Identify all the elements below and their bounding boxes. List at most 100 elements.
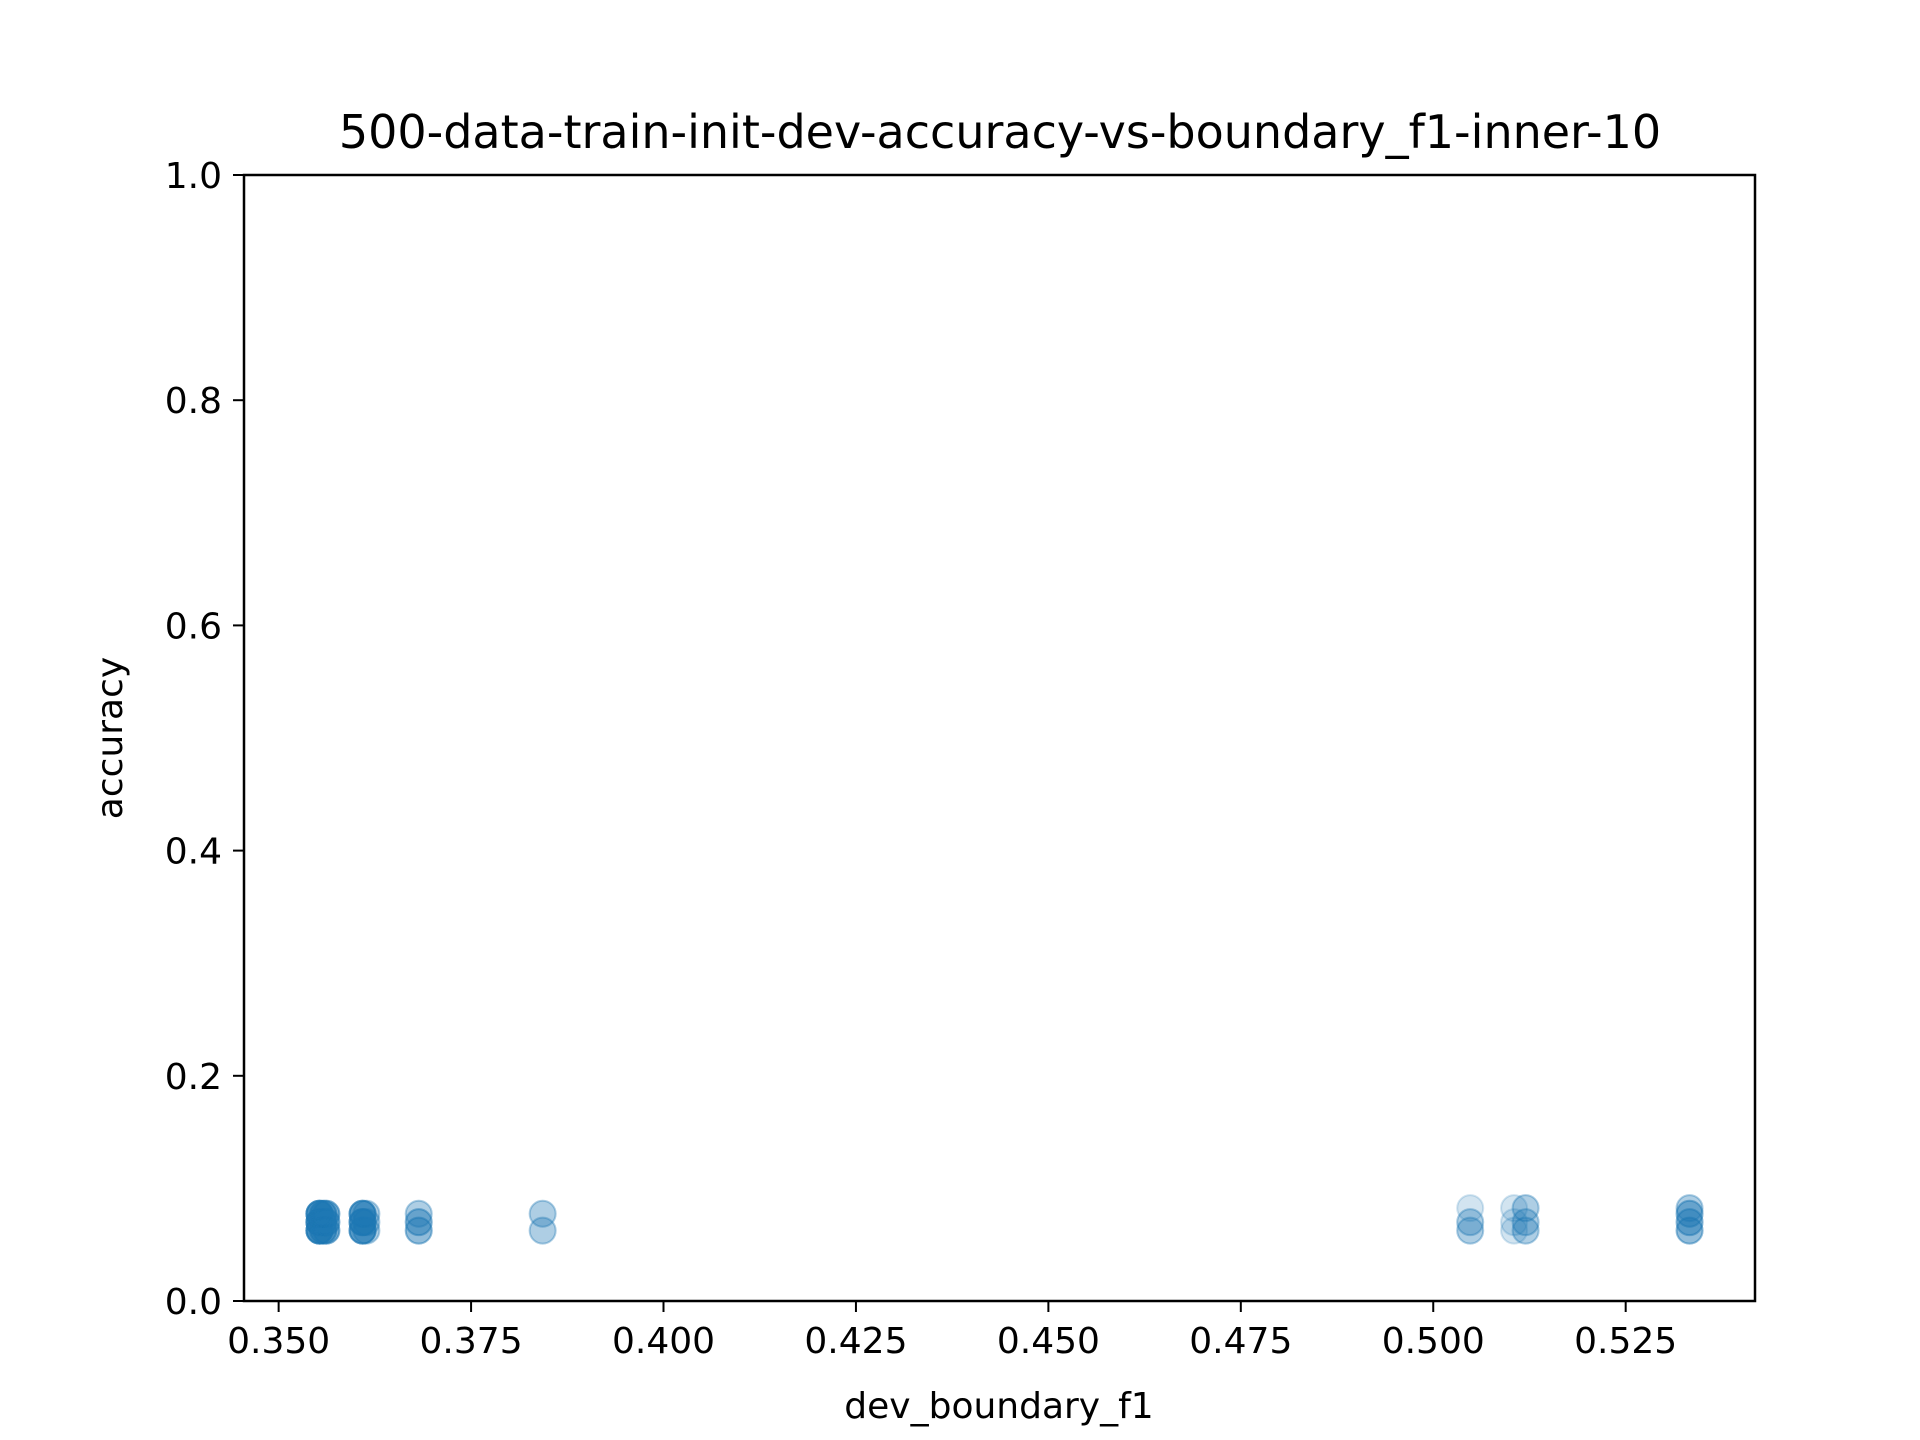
y-tick-label: 0.0	[165, 1282, 222, 1323]
data-point	[348, 1199, 377, 1228]
data-point	[348, 1199, 377, 1228]
x-tick-label: 0.350	[227, 1321, 330, 1362]
data-point	[348, 1216, 377, 1245]
data-point	[1456, 1208, 1485, 1237]
data-point	[348, 1216, 377, 1245]
data-point	[348, 1216, 377, 1245]
data-point	[309, 1208, 338, 1237]
data-point	[309, 1216, 338, 1245]
data-point	[305, 1208, 334, 1237]
data-point	[348, 1208, 377, 1237]
points-layer	[305, 1194, 1704, 1245]
data-point	[404, 1216, 433, 1245]
data-point	[352, 1208, 381, 1237]
data-point	[312, 1208, 341, 1237]
x-axis-label: dev_boundary_f1	[844, 1386, 1153, 1427]
data-point	[348, 1199, 377, 1228]
data-point	[305, 1199, 334, 1228]
data-point	[312, 1216, 341, 1245]
data-point	[312, 1199, 341, 1228]
data-point	[1511, 1194, 1540, 1223]
data-point	[352, 1199, 381, 1228]
data-point	[528, 1216, 557, 1245]
data-point	[309, 1216, 338, 1245]
data-point	[1675, 1216, 1704, 1245]
data-point	[305, 1208, 334, 1237]
y-tick-label: 1.0	[165, 156, 222, 197]
data-point	[352, 1199, 381, 1228]
x-tick-label: 0.400	[612, 1321, 715, 1362]
data-point	[1675, 1216, 1704, 1245]
data-point	[528, 1199, 557, 1228]
data-point	[305, 1208, 334, 1237]
data-point	[1456, 1208, 1485, 1237]
data-point	[312, 1199, 341, 1228]
data-point	[352, 1216, 381, 1245]
data-point	[305, 1199, 334, 1228]
data-point	[404, 1208, 433, 1237]
data-point	[1511, 1194, 1540, 1223]
data-point	[305, 1199, 334, 1228]
y-tick-label: 0.4	[165, 832, 222, 873]
y-tick-label: 0.8	[165, 381, 222, 422]
data-point	[1675, 1199, 1704, 1228]
data-point	[528, 1199, 557, 1228]
data-point	[1675, 1199, 1704, 1228]
data-point	[305, 1199, 334, 1228]
data-point	[1675, 1216, 1704, 1245]
data-point	[1456, 1194, 1485, 1223]
y-axis-label: accuracy	[90, 657, 131, 819]
data-point	[1511, 1208, 1540, 1237]
data-point	[309, 1208, 338, 1237]
data-point	[1675, 1208, 1704, 1237]
x-tick-label: 0.450	[997, 1321, 1100, 1362]
data-point	[305, 1199, 334, 1228]
data-point	[1500, 1216, 1529, 1245]
data-point	[309, 1216, 338, 1245]
data-point	[1511, 1208, 1540, 1237]
data-point	[404, 1199, 433, 1228]
data-point	[309, 1208, 338, 1237]
data-point	[309, 1199, 338, 1228]
data-point	[305, 1208, 334, 1237]
x-tick-label: 0.500	[1382, 1321, 1485, 1362]
data-point	[305, 1199, 334, 1228]
data-point	[348, 1208, 377, 1237]
data-point	[305, 1216, 334, 1245]
data-point	[348, 1208, 377, 1237]
data-point	[312, 1208, 341, 1237]
x-axis-ticks: 0.350 0.375 0.400 0.425 0.450 0.475 0.500 0.525	[227, 1301, 1677, 1362]
x-tick-label: 0.375	[420, 1321, 523, 1362]
data-point	[305, 1208, 334, 1237]
data-point	[404, 1208, 433, 1237]
data-point	[309, 1199, 338, 1228]
data-point	[305, 1199, 334, 1228]
data-point	[312, 1199, 341, 1228]
data-point	[1675, 1194, 1704, 1223]
x-tick-label: 0.475	[1189, 1321, 1292, 1362]
y-axis-ticks: 0.0 0.2 0.4 0.6 0.8 1.0	[165, 156, 244, 1323]
data-point	[305, 1216, 334, 1245]
data-point	[309, 1199, 338, 1228]
data-point	[348, 1199, 377, 1228]
data-point	[404, 1216, 433, 1245]
data-point	[404, 1199, 433, 1228]
data-point	[348, 1208, 377, 1237]
y-tick-label: 0.2	[165, 1057, 222, 1098]
data-point	[305, 1216, 334, 1245]
data-point	[309, 1216, 338, 1245]
data-point	[348, 1208, 377, 1237]
data-point	[348, 1199, 377, 1228]
data-point	[404, 1216, 433, 1245]
data-point	[305, 1199, 334, 1228]
data-point	[1456, 1216, 1485, 1245]
data-point	[305, 1208, 334, 1237]
data-point	[305, 1216, 334, 1245]
data-point	[348, 1199, 377, 1228]
data-point	[1500, 1194, 1529, 1223]
x-tick-label: 0.425	[804, 1321, 907, 1362]
data-point	[312, 1208, 341, 1237]
data-point	[312, 1199, 341, 1228]
data-point	[305, 1216, 334, 1245]
